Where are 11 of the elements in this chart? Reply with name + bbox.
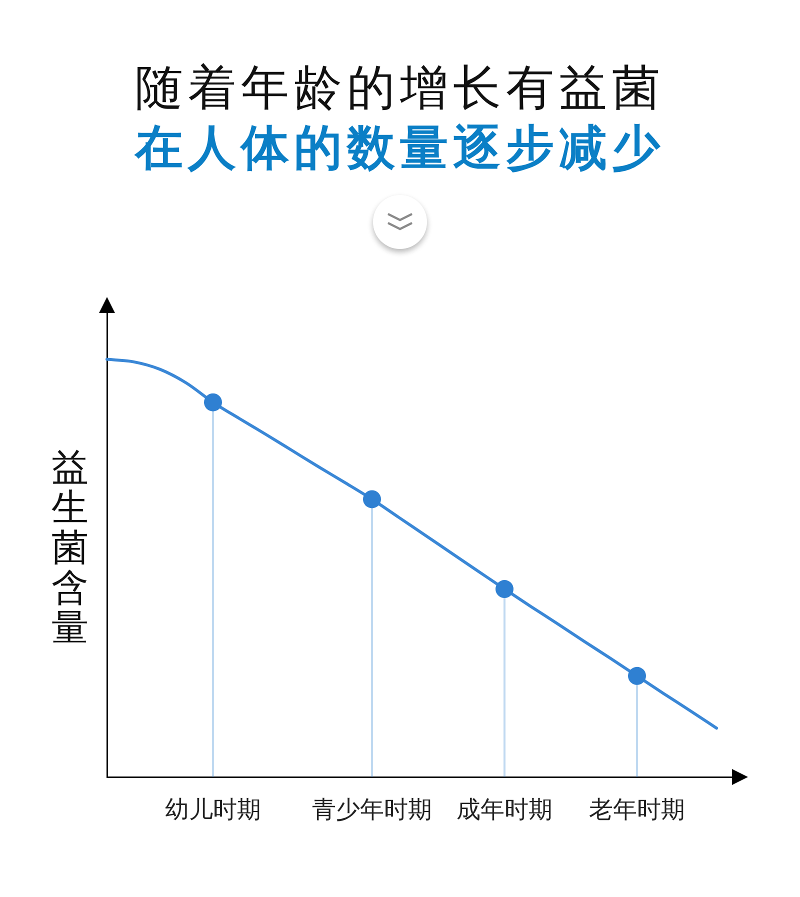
chart-subtitle: 在人体的数量逐步减少: [133, 119, 666, 178]
x-tick-label: 幼儿时期: [165, 796, 261, 824]
point: [496, 580, 514, 598]
point: [363, 490, 381, 508]
x-tick-label: 成年时期: [456, 796, 552, 824]
x-tick-label: 青少年时期: [312, 796, 432, 824]
point: [628, 666, 646, 685]
x-tick-label: 老年时期: [589, 796, 685, 824]
chart-title: 随着年龄的增长有益菌: [134, 59, 666, 118]
y-axis-title: 益生菌含量: [50, 446, 90, 649]
point: [204, 393, 222, 412]
